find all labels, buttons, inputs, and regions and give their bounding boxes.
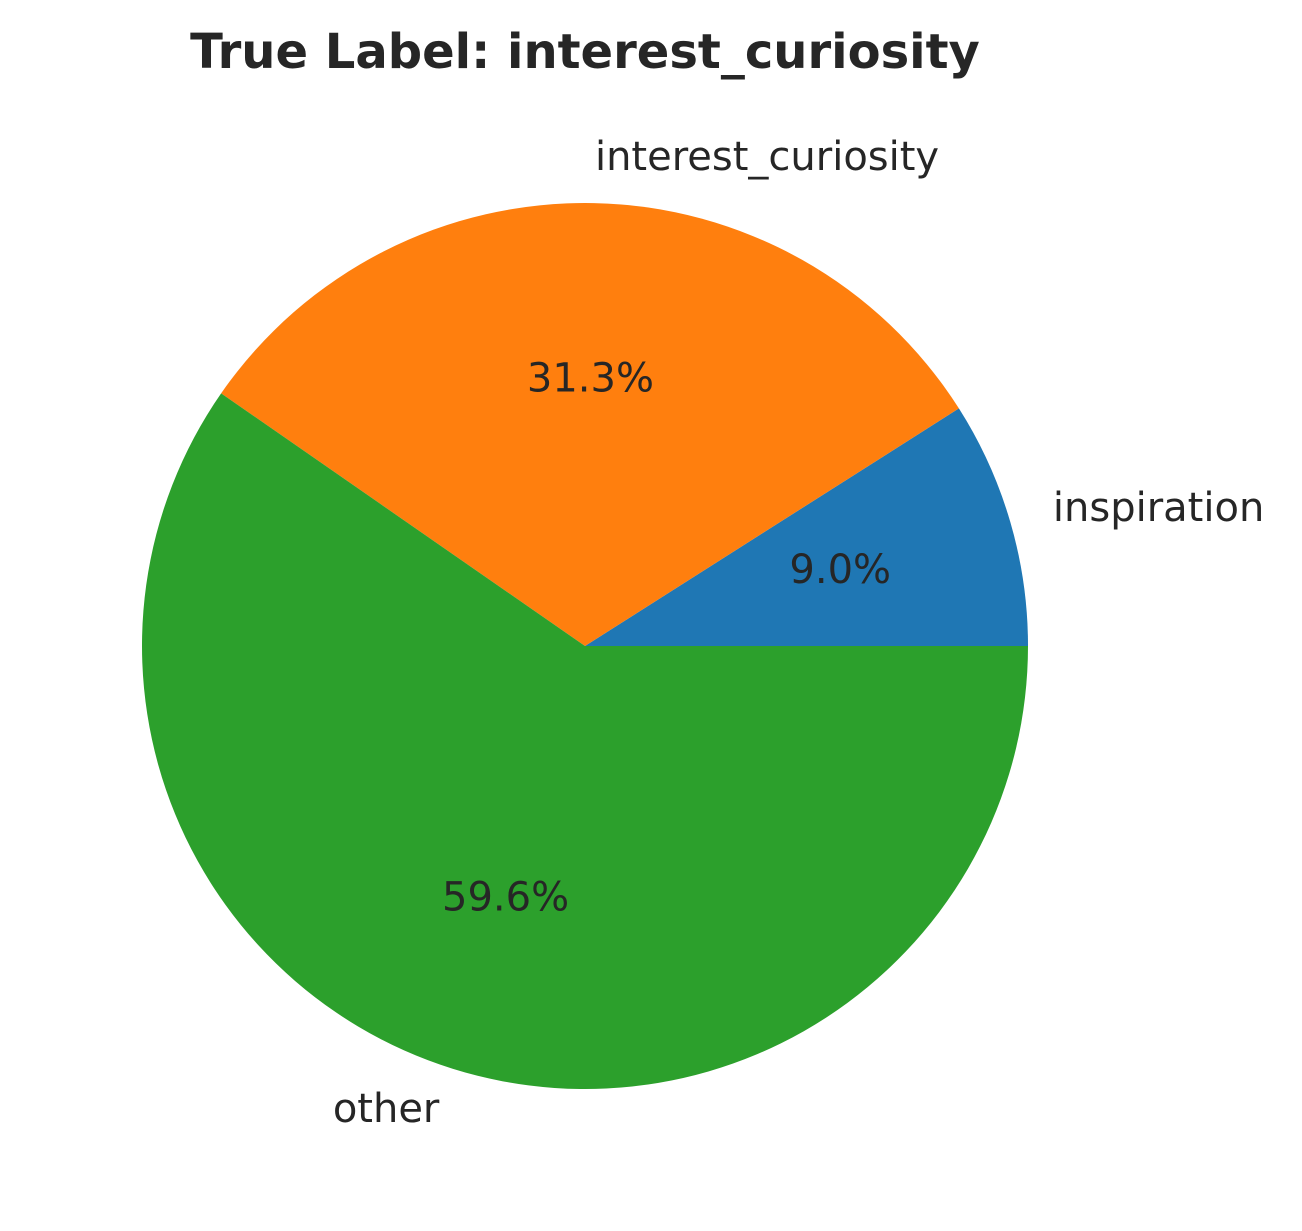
pie-slice-inspiration xyxy=(585,408,1028,646)
pct-label-interest-curiosity: 31.3% xyxy=(527,355,654,401)
pct-label-other: 59.6% xyxy=(442,875,569,921)
slice-label-other: other xyxy=(333,1086,440,1132)
pie-slices xyxy=(142,203,1028,1089)
pie-labels: inspiration 9.0% interest_curiosity 31.3% ot… xyxy=(333,134,1264,1132)
pct-label-inspiration: 9.0% xyxy=(789,547,891,593)
slice-label-inspiration: inspiration xyxy=(1053,485,1264,531)
pie-slice-interest-curiosity xyxy=(221,203,959,646)
chart-title: True Label: interest_curiosity xyxy=(190,24,980,80)
pie-slice-other xyxy=(142,393,1028,1089)
slice-label-interest-curiosity: interest_curiosity xyxy=(595,134,939,180)
